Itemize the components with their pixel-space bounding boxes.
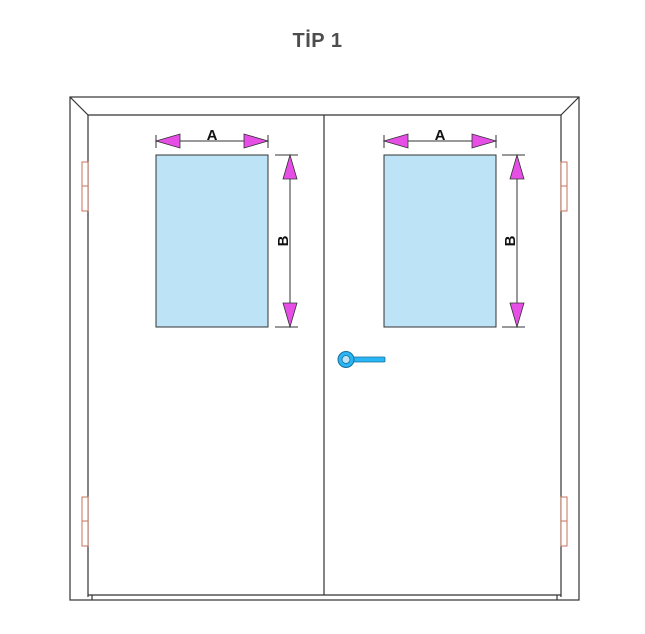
arrow-right-icon xyxy=(471,133,498,149)
glass-pane-right xyxy=(383,154,497,328)
arrow-right-icon xyxy=(243,133,270,149)
hinge-left-bottom xyxy=(81,496,89,547)
dimension-a-label: A xyxy=(435,127,446,144)
frame-outer xyxy=(69,96,580,601)
door-frame xyxy=(69,96,580,601)
dimension-b-label: B xyxy=(502,235,519,246)
dimension-b-left: B xyxy=(275,153,298,329)
frame-miter-left xyxy=(69,96,89,116)
arrow-up-icon xyxy=(282,153,298,180)
glass-pane-left xyxy=(155,154,269,328)
arrow-left-icon xyxy=(382,133,409,149)
arrow-down-icon xyxy=(282,302,298,329)
arrow-down-icon xyxy=(509,302,525,329)
drawing-title: TİP 1 xyxy=(292,30,343,52)
arrow-up-icon xyxy=(509,153,525,180)
dimension-a-right: A xyxy=(382,127,498,149)
arrow-left-icon xyxy=(154,133,181,149)
door-handle-icon xyxy=(337,351,386,368)
hinges xyxy=(81,161,568,547)
dimension-b-right: B xyxy=(502,153,525,329)
hinge-left-top xyxy=(81,161,89,212)
dimension-b-label: B xyxy=(275,235,292,246)
dimension-a-label: A xyxy=(207,127,218,144)
hinge-right-bottom xyxy=(560,496,568,547)
frame-miter-right xyxy=(560,96,580,116)
dimension-a-left: A xyxy=(154,127,270,149)
hinge-right-top xyxy=(560,161,568,212)
